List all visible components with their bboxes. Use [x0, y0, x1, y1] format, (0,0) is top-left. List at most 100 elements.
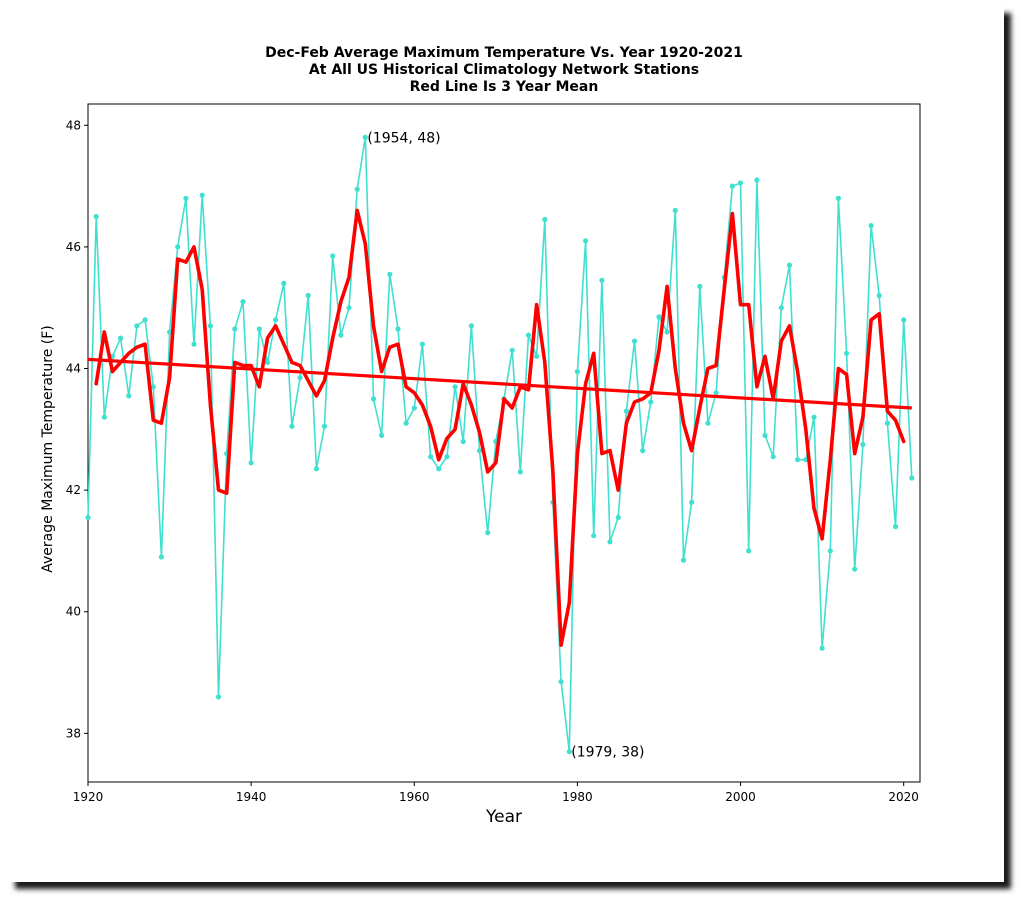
trend-line: [87, 357, 912, 410]
annual-data-point: [631, 338, 638, 344]
annual-data-point: [835, 195, 842, 201]
plot-area: 1920 1940 1960 1980 2000 2020 38 40 42 44 46 48 (195…: [66, 103, 921, 804]
annual-data-point: [795, 457, 801, 463]
annual-data-point: [476, 448, 483, 454]
annual-data-point: [844, 350, 850, 356]
annual-data-point: [232, 326, 238, 332]
annual-data-point: [256, 326, 262, 332]
annual-data-point: [240, 299, 246, 305]
annual-data-point: [452, 384, 458, 390]
annual-data-point: [330, 253, 336, 259]
annual-data-point: [175, 244, 181, 250]
annual-data-point: [273, 317, 279, 323]
annual-data-point: [313, 466, 319, 472]
annual-data-point: [884, 420, 891, 426]
chart-title-line-1: Dec-Feb Average Maximum Temperature Vs. …: [265, 45, 743, 61]
annual-data-point: [672, 207, 678, 213]
annual-data-point: [150, 384, 156, 390]
annual-data-point: [118, 335, 124, 341]
annual-data-point: [142, 317, 148, 323]
annual-data-point: [737, 180, 744, 186]
plot-frame: [87, 103, 921, 783]
annual-data-point: [403, 420, 409, 426]
x-tick-label: 1960: [399, 790, 430, 804]
annual-data-point: [762, 432, 768, 438]
x-tick-label: 1980: [562, 790, 593, 804]
annual-data-point: [827, 548, 833, 554]
annual-data-point: [729, 183, 736, 189]
annual-data-point: [338, 332, 344, 338]
annual-data-point: [199, 192, 205, 198]
annual-data-point: [93, 213, 99, 220]
chart-title-line-2: At All US Historical Climatology Network…: [309, 62, 699, 78]
y-tick-label: 40: [66, 605, 81, 619]
annual-data-point: [281, 280, 287, 286]
annual-data-point: [346, 305, 352, 311]
point-annotation: (1954, 48): [367, 130, 440, 146]
annual-data-point: [901, 317, 907, 323]
annual-data-point: [362, 134, 368, 140]
annual-data-point: [786, 262, 793, 268]
annual-data-point: [713, 390, 719, 396]
y-tick-label: 46: [66, 240, 81, 254]
annual-data-point: [583, 238, 589, 244]
annual-data-point: [85, 514, 91, 521]
annual-data-point: [436, 466, 442, 472]
annual-data-point: [623, 408, 630, 414]
point-annotation: (1979, 38): [571, 745, 644, 761]
annual-data-point: [852, 566, 858, 572]
annual-data-point: [248, 460, 254, 466]
annual-data-point: [354, 186, 360, 192]
three-year-mean-line: [94, 208, 906, 648]
x-axis-label: Year: [485, 807, 522, 827]
annual-data-point: [126, 393, 132, 399]
chart-frame: Dec-Feb Average Maximum Temperature Vs. …: [8, 6, 1004, 882]
annual-data-point: [297, 375, 303, 381]
annual-data-point: [860, 441, 866, 448]
x-tick-label: 1940: [236, 790, 267, 804]
annual-data-point: [746, 548, 752, 554]
annual-data-point: [444, 454, 450, 460]
annual-data-point: [656, 314, 662, 320]
annual-data-point: [215, 694, 222, 700]
x-tick-label: 2000: [725, 790, 756, 804]
annual-data-point: [158, 554, 164, 560]
annual-data-point: [909, 475, 915, 481]
y-tick-label: 48: [66, 118, 81, 132]
annual-data-point: [754, 177, 760, 183]
annual-data-point: [191, 341, 197, 347]
annual-data-point: [134, 323, 140, 329]
annual-data-point: [387, 271, 393, 277]
annual-data-point: [770, 454, 776, 460]
annual-data-point: [615, 514, 621, 521]
annual-data-point: [697, 283, 703, 289]
annual-data-point: [517, 469, 523, 475]
annual-data-point: [811, 414, 817, 420]
annual-data-point: [648, 399, 654, 405]
annual-data-point: [525, 332, 532, 338]
annual-data-point: [689, 499, 695, 505]
annual-data-point: [428, 454, 434, 460]
annual-data-point: [876, 292, 882, 299]
annual-data-point: [379, 432, 385, 438]
annual-data-point: [558, 679, 564, 685]
x-tick-label: 2020: [888, 790, 919, 804]
annual-data-point: [305, 292, 311, 299]
annual-data-point: [819, 645, 825, 651]
annual-data-point: [534, 353, 540, 359]
annual-data-point: [460, 438, 466, 445]
y-tick-label: 38: [66, 726, 81, 740]
annual-data-point: [599, 277, 605, 283]
annual-data-point: [664, 329, 670, 335]
annual-data-point: [509, 347, 515, 353]
annual-data-point: [485, 530, 491, 536]
annual-data-point: [892, 524, 899, 530]
annual-data-point: [868, 223, 874, 229]
annual-data-point: [419, 341, 425, 347]
annual-data-point: [370, 396, 377, 402]
annual-data-point: [574, 369, 581, 375]
annual-data-point: [183, 195, 189, 201]
y-tick-label: 44: [66, 362, 81, 376]
chart-title-line-3: Red Line Is 3 Year Mean: [410, 79, 599, 95]
annual-data-point: [640, 448, 646, 454]
